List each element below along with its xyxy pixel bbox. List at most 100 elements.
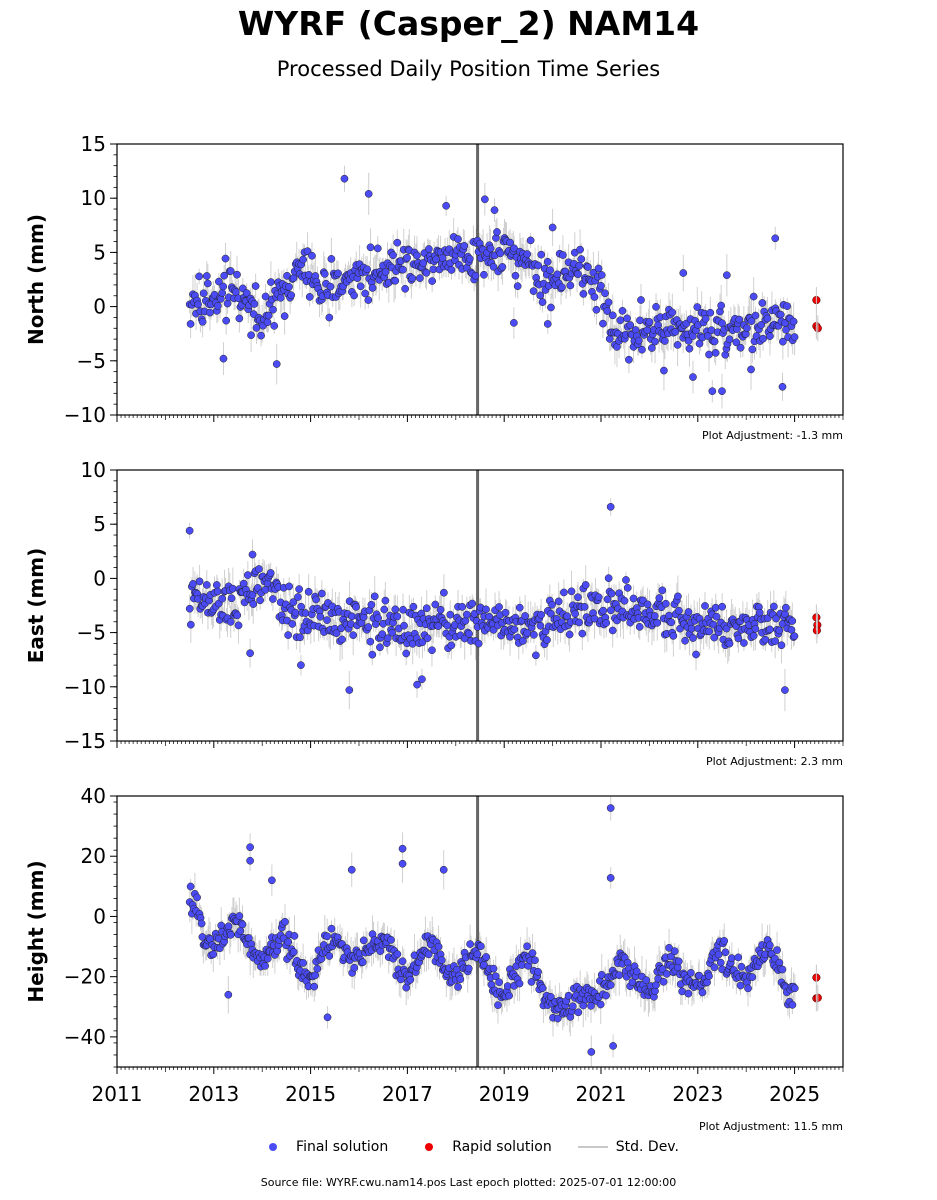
- final-point: [308, 251, 316, 260]
- final-point: [599, 319, 607, 328]
- final-point: [393, 612, 402, 621]
- final-point: [398, 957, 407, 966]
- final-point: [718, 387, 726, 396]
- final-point: [194, 300, 202, 309]
- final-point: [653, 618, 662, 627]
- final-point: [711, 603, 720, 612]
- final-point: [790, 632, 799, 641]
- final-point: [381, 596, 390, 605]
- final-point: [398, 844, 407, 853]
- final-point: [505, 991, 513, 1000]
- final-point: [228, 584, 237, 593]
- final-point: [743, 324, 751, 332]
- final-point: [480, 195, 489, 204]
- final-point: [626, 321, 635, 329]
- plot-adjustment-note: Plot Adjustment: 11.5 mm: [699, 1120, 843, 1133]
- final-point: [364, 623, 373, 631]
- final-point: [602, 619, 611, 627]
- final-point: [727, 954, 736, 962]
- final-point: [238, 920, 247, 929]
- final-point: [464, 964, 473, 973]
- final-point: [748, 345, 757, 354]
- final-point: [620, 596, 629, 605]
- final-point: [693, 303, 702, 311]
- final-point: [383, 634, 392, 643]
- final-point: [364, 296, 373, 304]
- final-point: [418, 638, 427, 647]
- final-point: [667, 952, 675, 961]
- final-point: [749, 292, 758, 301]
- final-point: [323, 616, 331, 624]
- final-point: [195, 272, 203, 281]
- final-point: [311, 971, 320, 980]
- final-point: [376, 643, 384, 652]
- final-point: [625, 355, 633, 364]
- final-point: [602, 991, 610, 1000]
- final-point: [325, 313, 334, 322]
- final-point: [356, 282, 365, 291]
- final-point: [623, 583, 632, 592]
- y-tick-label: 15: [81, 132, 106, 156]
- panel-0: −10 −5 0 5 10 15 North (mm) Plot Adjustment: -1…: [24, 132, 844, 442]
- final-point: [580, 603, 589, 611]
- final-point: [534, 967, 542, 976]
- final-point: [637, 296, 645, 304]
- final-point: [519, 637, 527, 645]
- final-point: [537, 250, 546, 259]
- final-point: [288, 620, 297, 628]
- final-point: [289, 274, 298, 282]
- final-point: [705, 350, 713, 359]
- final-point: [701, 602, 709, 610]
- final-point: [380, 605, 389, 614]
- final-point: [763, 314, 772, 323]
- final-point: [737, 962, 746, 971]
- plot-area-1: [185, 470, 822, 741]
- final-point: [359, 936, 368, 945]
- final-point: [289, 598, 298, 607]
- final-point: [698, 988, 707, 997]
- x-tick-label: 2023: [672, 1082, 723, 1106]
- final-point: [447, 266, 456, 274]
- final-point: [442, 201, 450, 210]
- final-point: [661, 337, 669, 345]
- final-point: [687, 624, 696, 633]
- final-point: [671, 327, 680, 336]
- y-tick-label: −10: [64, 403, 106, 427]
- x-tick-label: 2019: [479, 1082, 530, 1106]
- final-point: [480, 270, 488, 279]
- final-point: [303, 247, 312, 256]
- final-point: [268, 876, 276, 885]
- final-point: [661, 599, 670, 608]
- panel-1: −15 −10 −5 0 5 10 East (mm) Plot Adjustment: 2.…: [24, 458, 844, 768]
- final-point: [247, 331, 255, 340]
- final-point: [370, 592, 379, 601]
- final-point: [294, 593, 302, 601]
- final-point: [536, 291, 545, 300]
- plot-area-0: [185, 144, 822, 415]
- final-point: [364, 190, 373, 198]
- final-point: [350, 963, 359, 972]
- final-point: [757, 321, 766, 329]
- final-point: [722, 271, 731, 280]
- final-point: [584, 263, 592, 271]
- final-point: [717, 301, 726, 310]
- final-point: [571, 609, 579, 618]
- final-point: [476, 942, 485, 951]
- y-tick-label: 20: [81, 844, 106, 868]
- final-point: [599, 606, 608, 615]
- final-point: [725, 335, 734, 344]
- final-point: [553, 270, 562, 279]
- final-point: [269, 305, 277, 314]
- final-point: [515, 603, 524, 612]
- final-point: [424, 950, 433, 959]
- final-point: [202, 581, 211, 589]
- final-point: [632, 967, 641, 976]
- final-point: [284, 631, 292, 639]
- final-point: [759, 334, 767, 343]
- final-point: [679, 269, 688, 277]
- final-point: [597, 281, 605, 290]
- final-point: [751, 311, 760, 320]
- final-point: [515, 979, 524, 988]
- final-point: [434, 622, 443, 630]
- final-point: [568, 1002, 577, 1011]
